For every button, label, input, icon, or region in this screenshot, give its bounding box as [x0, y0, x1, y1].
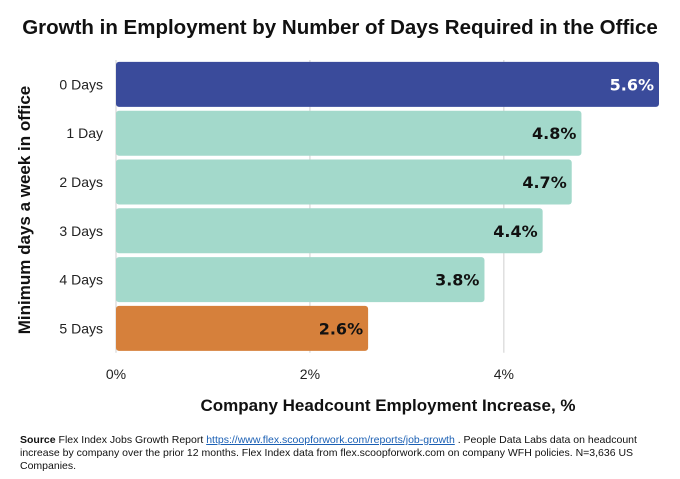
value-label-3: 4.4%	[493, 222, 537, 241]
value-label-4: 3.8%	[435, 271, 479, 290]
value-label-0: 5.6%	[610, 75, 654, 94]
x-tick-label-1: 2%	[300, 366, 320, 382]
source-text-2: . People Data Labs data on headcount inc…	[20, 434, 637, 472]
x-tick-label-2: 4%	[494, 366, 514, 382]
bar-1	[116, 110, 582, 156]
category-label-0: 0 Days	[59, 76, 103, 92]
source-note: Source Flex Index Jobs Growth Report htt…	[20, 434, 668, 473]
value-label-2: 4.7%	[522, 173, 566, 192]
bar-3	[116, 208, 543, 254]
bar-5	[116, 305, 369, 351]
value-label-1: 4.8%	[532, 124, 576, 143]
x-axis-label: Company Headcount Employment Increase, %	[200, 396, 576, 415]
source-text-1: Flex Index Jobs Growth Report	[55, 434, 207, 446]
category-label-1: 1 Day	[66, 125, 103, 141]
source-label: Source	[20, 434, 56, 446]
category-label-4: 4 Days	[59, 272, 103, 288]
x-tick-label-0: 0%	[106, 366, 126, 382]
bar-0	[116, 61, 659, 107]
category-label-3: 3 Days	[59, 223, 103, 239]
value-label-5: 2.6%	[319, 319, 363, 338]
y-axis-label: Minimum days a week in office	[15, 85, 34, 335]
bar-2	[116, 159, 572, 205]
source-link[interactable]: https://www.flex.scoopforwork.com/report…	[206, 434, 455, 446]
chart-title: Growth in Employment by Number of Days R…	[22, 16, 658, 39]
category-label-2: 2 Days	[59, 174, 103, 190]
category-label-5: 5 Days	[59, 320, 103, 336]
bar-4	[116, 257, 485, 303]
